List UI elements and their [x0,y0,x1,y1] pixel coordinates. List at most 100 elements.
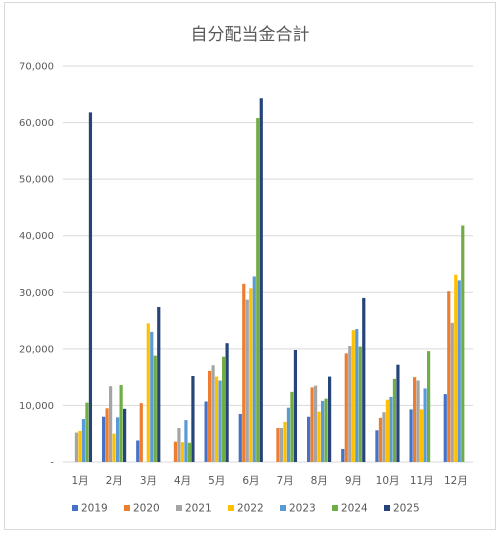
legend-label: 2024 [341,503,368,515]
bar-2023-1月 [81,419,86,462]
chart-canvas: 自分配当金合計 - 10,000 20,000 30,000 40,000 50,000 6… [19,25,473,515]
bar-2024-5月 [222,356,226,462]
bar-2020-9月 [344,353,348,462]
bar-2024-12月 [461,225,465,462]
x-tick-label: 11月 [410,475,434,487]
legend-swatch [72,505,78,511]
bar-2019-2月 [102,416,106,462]
bar-2022-7月 [283,421,287,462]
bar-2024-9月 [358,346,362,462]
bar-2022-8月 [317,411,321,462]
y-tick-label: 30,000 [19,288,54,299]
bar-2022-12月 [454,274,458,462]
bar-2023-7月 [286,407,291,462]
bar-2020-4月 [173,441,178,462]
bar-2023-4月 [184,420,188,462]
y-tick-label: - [50,458,54,469]
bar-2020-3月 [139,403,143,462]
bar-2021-6月 [245,299,249,462]
bar-2021-9月 [348,346,352,462]
legend-swatch [384,505,390,511]
bar-2024-6月 [256,118,260,462]
bar-2025-10月 [396,364,400,462]
x-tick-label: 3月 [140,475,157,487]
bar-2020-12月 [447,291,451,462]
legend-label: 2025 [393,503,420,515]
legend-label: 2021 [185,503,212,515]
bar-2024-10月 [392,378,397,462]
x-tick-label: 8月 [311,475,328,487]
bar-2019-8月 [307,416,311,462]
x-axis-category-labels: 1月 2月 3月 4月 5月 6月 7月 8月 9月 10月 11月 12月 [71,475,467,487]
bar-2023-2月 [116,417,120,462]
bar-2024-2月 [119,385,123,462]
chart-title: 自分配当金合計 [191,25,310,45]
legend-label: 2020 [133,503,160,515]
bar-2022-5月 [215,376,219,462]
chart-area[interactable]: 自分配当金合計 - 10,000 20,000 30,000 40,000 50,000 6… [4,2,496,530]
bar-2025-5月 [225,343,229,462]
x-tick-label: 10月 [376,475,400,487]
gridlines [63,65,473,463]
bar-2025-9月 [362,297,366,462]
bar-2021-2月 [109,386,113,462]
bar-2020-7月 [276,428,280,462]
bar-2019-10月 [375,430,379,462]
legend-swatch [332,505,338,511]
bar-2023-5月 [218,380,222,462]
legend-swatch [176,505,182,511]
bar-2021-12月 [450,322,454,462]
bar-2024-3月 [153,355,157,462]
bar-2025-2月 [123,408,127,462]
bar-2024-8月 [324,398,328,462]
bar-2021-1月 [74,432,79,462]
bar-2021-10月 [382,412,386,462]
bar-2025-6月 [259,98,263,462]
bar-2022-4月 [180,442,185,462]
bar-2019-6月 [238,413,242,462]
y-tick-label: 10,000 [19,401,54,412]
bar-2022-6月 [249,288,253,462]
bar-2019-5月 [204,401,208,462]
y-tick-label: 70,000 [19,62,54,73]
bar-2020-6月 [242,283,246,462]
bar-2023-12月 [457,280,461,462]
bar-2025-4月 [191,376,195,462]
x-tick-label: 6月 [242,475,259,487]
bar-2020-5月 [208,370,212,462]
legend-swatch [228,505,234,511]
bar-2019-9月 [341,448,345,462]
bar-2022-2月 [112,433,116,462]
bar-2024-4月 [187,442,192,462]
legend-label: 2019 [81,503,108,515]
x-tick-label: 2月 [106,475,123,487]
bar-2021-8月 [314,385,318,462]
bar-2023-3月 [150,331,154,462]
x-tick-label: 5月 [208,475,225,487]
bar-2022-3月 [146,323,150,462]
bar-2024-7月 [290,391,294,462]
y-tick-label: 50,000 [19,175,54,186]
bar-2024-11月 [427,351,431,462]
y-tick-label: 60,000 [19,118,54,129]
x-tick-label: 1月 [71,475,88,487]
bar-2020-8月 [310,387,314,462]
bar-2022-9月 [351,330,355,462]
legend-label: 2022 [237,503,264,515]
bar-2022-11月 [420,409,424,462]
bar-2025-8月 [328,376,332,462]
y-tick-label: 40,000 [19,231,54,242]
bar-2021-4月 [177,428,181,462]
bar-2021-5月 [211,365,215,462]
bar-2023-10月 [389,396,393,462]
bar-2023-9月 [355,329,359,462]
y-axis-tick-labels: - 10,000 20,000 30,000 40,000 50,000 60,000 70,… [19,62,54,469]
bar-2023-11月 [423,388,427,462]
x-tick-label: 4月 [174,475,191,487]
bar-2023-8月 [321,400,325,462]
bar-2022-10月 [385,399,390,462]
bar-2024-1月 [85,402,89,462]
bar-2022-1月 [78,430,82,462]
bar-2019-11月 [409,409,413,462]
bar-2020-10月 [378,417,383,462]
